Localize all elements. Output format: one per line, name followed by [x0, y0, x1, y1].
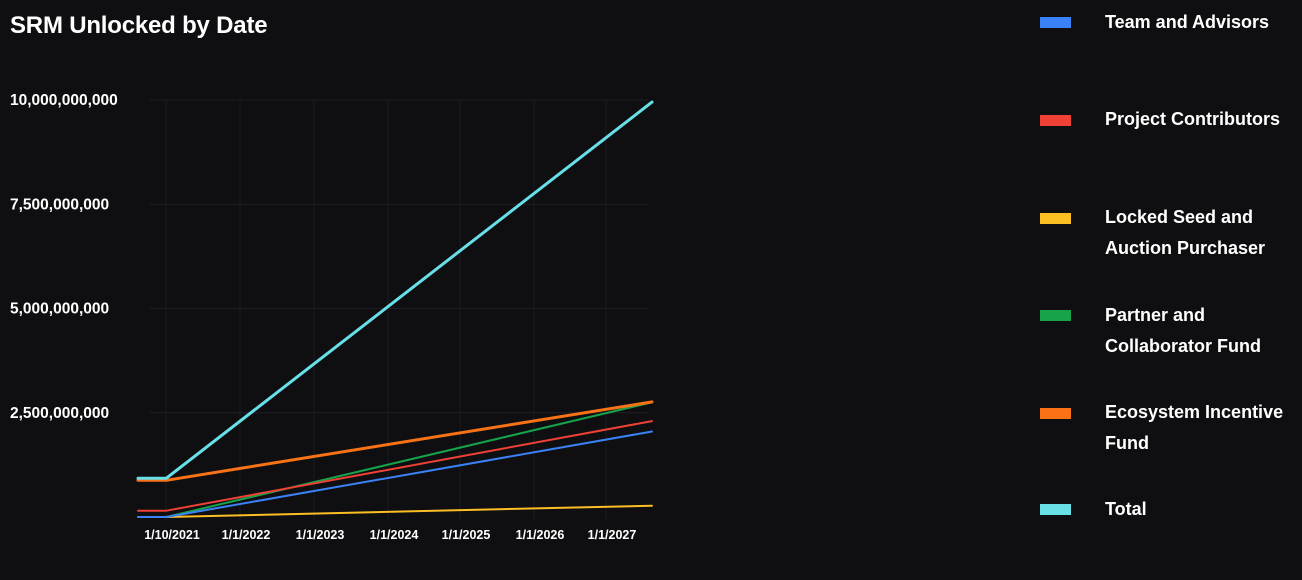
x-tick-label: 1/10/2021: [144, 528, 200, 542]
y-tick-label: 2,500,000,000: [10, 405, 109, 422]
x-tick-label: 1/1/2023: [296, 528, 345, 542]
series-line-team-and-advisors: [137, 430, 653, 518]
legend-swatch: [1040, 504, 1071, 515]
legend-label: Ecosystem Incentive Fund: [1105, 402, 1284, 453]
x-tick-label: 1/1/2026: [516, 528, 565, 542]
series-line-project-contributors: [137, 420, 653, 512]
legend-swatch: [1040, 310, 1071, 321]
y-tick-label: 5,000,000,000: [10, 301, 109, 318]
x-tick-label: 1/1/2024: [370, 528, 419, 542]
chart-title: SRM Unlocked by Date: [10, 12, 268, 39]
legend-swatch: [1040, 213, 1071, 224]
series-line-partner-and-collaborator-fund: [137, 401, 653, 518]
x-tick-label: 1/1/2025: [442, 528, 491, 542]
series-line-ecosystem-incentive-fund: [136, 400, 654, 482]
y-tick-label: 7,500,000,000: [10, 196, 109, 213]
line-chart: 10,000,000,000 7,500,000,000 5,000,000,000…: [10, 92, 654, 542]
x-tick-label: 1/1/2027: [588, 528, 637, 542]
legend-label: Team and Advisors: [1105, 12, 1270, 32]
legend-label: Total: [1105, 499, 1147, 519]
legend-swatch: [1040, 408, 1071, 419]
series-line-total: [136, 100, 654, 480]
legend-swatch: [1040, 17, 1071, 28]
series-line-locked-seed-and-auction-purchaser: [137, 504, 653, 518]
legend-label: Locked Seed and Auction Purchaser: [1105, 207, 1266, 258]
legend-label: Project Contributors: [1105, 109, 1281, 129]
legend-swatch: [1040, 115, 1071, 126]
x-tick-label: 1/1/2022: [222, 528, 271, 542]
y-tick-label: 10,000,000,000: [10, 92, 118, 109]
legend-label: Partner and Collaborator Fund: [1105, 305, 1261, 356]
